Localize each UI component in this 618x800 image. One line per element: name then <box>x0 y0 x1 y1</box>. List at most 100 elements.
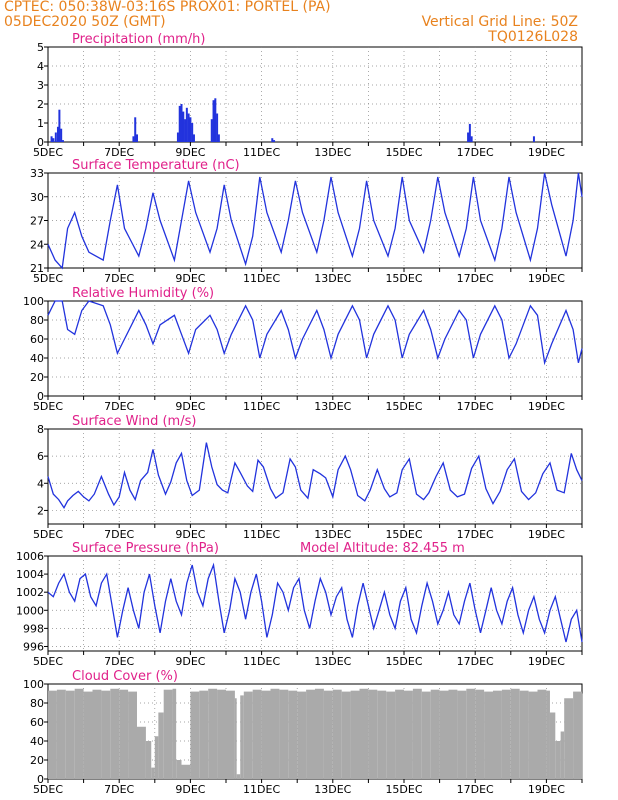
y-tick-label: 40 <box>30 735 44 748</box>
x-tick-label: 7DEC <box>104 272 134 285</box>
panel-frame <box>47 46 583 143</box>
y-tick-label: 24 <box>30 238 44 251</box>
precip-bar <box>132 136 135 142</box>
cloud-bar <box>341 691 351 779</box>
x-tick-label: 5DEC <box>33 655 63 668</box>
y-tick-label: 27 <box>30 215 44 228</box>
x-tick-label: 7DEC <box>104 146 134 159</box>
series-line <box>47 442 583 509</box>
y-tick-label: 40 <box>30 352 44 365</box>
cloud-bar <box>288 690 298 779</box>
cloud-bar <box>466 688 476 779</box>
cloud-bar <box>199 690 209 779</box>
cloud-bar <box>421 691 431 779</box>
cloud-bar <box>315 688 324 779</box>
cloud-bar <box>484 691 493 779</box>
x-tick-label: 15DEC <box>385 528 422 541</box>
precip-bar <box>189 117 192 142</box>
y-tick-label: 3 <box>37 79 44 92</box>
cloud-bar <box>252 689 262 779</box>
precip-bar <box>470 136 473 142</box>
precip-bar <box>184 119 187 142</box>
x-tick-label: 13DEC <box>314 400 351 413</box>
x-tick-label: 19DEC <box>528 783 565 796</box>
x-tick-label: 19DEC <box>528 655 565 668</box>
cloud-bar <box>56 689 66 779</box>
cloud-bar <box>226 690 235 779</box>
panel-title: Precipitation (mm/h) <box>72 32 205 47</box>
precip-bar <box>180 104 183 142</box>
precip-bar <box>182 111 185 142</box>
y-tick-label: 1000 <box>16 604 44 617</box>
x-tick-label: 7DEC <box>104 400 134 413</box>
precip-bar <box>212 100 215 142</box>
cloud-bar <box>83 691 93 779</box>
x-tick-label: 5DEC <box>33 146 63 159</box>
cloud-bar <box>549 712 556 779</box>
cloud-bar <box>560 731 565 779</box>
cloud-bar <box>501 689 511 779</box>
precip-bar <box>60 128 63 142</box>
x-tick-label: 13DEC <box>314 655 351 668</box>
cloud-bar <box>493 690 502 779</box>
y-tick-label: 1004 <box>16 568 44 581</box>
precip-bar <box>136 134 138 142</box>
x-tick-label: 19DEC <box>528 146 565 159</box>
y-tick-label: 6 <box>37 450 44 463</box>
header-location: CPTEC: 050:38W-03:16S PROX01: PORTEL (PA… <box>4 0 331 15</box>
page-header: CPTEC: 050:38W-03:16S PROX01: PORTEL (PA… <box>0 0 618 46</box>
x-tick-label: 9DEC <box>175 146 205 159</box>
cloud-bar <box>332 689 342 779</box>
panel-5: 996 998 1000 1002 1004 1006 5DEC 7DEC 9DEC 11DEC 1… <box>16 541 583 668</box>
precip-bar <box>273 140 276 142</box>
y-tick-label: 60 <box>30 333 44 346</box>
x-tick-label: 17DEC <box>457 146 494 159</box>
cloud-bar <box>145 741 152 779</box>
cloud-bar <box>236 774 241 779</box>
x-tick-label: 7DEC <box>104 655 134 668</box>
precip-bar <box>178 105 181 142</box>
y-tick-label: 0 <box>37 773 44 786</box>
x-tick-label: 17DEC <box>457 272 494 285</box>
x-tick-label: 11DEC <box>243 655 280 668</box>
x-tick-label: 7DEC <box>104 528 134 541</box>
cloud-bar <box>190 691 200 779</box>
x-tick-label: 19DEC <box>528 400 565 413</box>
cloud-bar <box>457 690 467 779</box>
y-tick-label: 5 <box>37 41 44 54</box>
cloud-bar <box>92 689 102 779</box>
precip-bar <box>210 119 213 142</box>
cloud-bar <box>448 689 458 779</box>
precip-bar <box>192 134 195 142</box>
precip-bar <box>56 126 59 142</box>
panel-6: 0 20 40 60 80 100 5DEC 7DEC 9DEC 11DEC 13DEC 15DEC 1… <box>23 669 583 796</box>
precip-bar <box>54 132 57 142</box>
precip-bar <box>467 132 470 142</box>
series-line <box>47 562 583 643</box>
y-tick-label: 100 <box>23 295 44 308</box>
panel-title: Surface Wind (m/s) <box>72 414 196 429</box>
x-tick-label: 5DEC <box>33 400 63 413</box>
cloud-bar <box>128 691 137 779</box>
cloud-bar <box>510 688 520 779</box>
y-tick-label: 4 <box>37 60 44 73</box>
x-tick-label: 15DEC <box>385 400 422 413</box>
cloud-bar <box>297 691 307 779</box>
cloud-bar <box>137 726 146 779</box>
cloud-bar <box>176 760 182 779</box>
y-tick-label: 20 <box>30 754 44 767</box>
y-tick-label: 0 <box>37 136 44 149</box>
cloud-bar <box>163 689 173 779</box>
y-tick-label: 2 <box>37 504 44 517</box>
x-tick-label: 17DEC <box>457 400 494 413</box>
precip-bar <box>176 132 179 142</box>
x-tick-label: 11DEC <box>243 272 280 285</box>
cloud-bar <box>151 767 155 779</box>
y-tick-label: 100 <box>23 678 44 691</box>
x-tick-label: 13DEC <box>314 528 351 541</box>
cloud-bar <box>74 688 84 779</box>
panel-subtitle: Model Altitude: 82.455 m <box>300 541 465 556</box>
precip-bar <box>532 136 535 142</box>
panel-frame <box>47 428 583 525</box>
header-model-code: TQ0126L028 <box>488 29 578 45</box>
